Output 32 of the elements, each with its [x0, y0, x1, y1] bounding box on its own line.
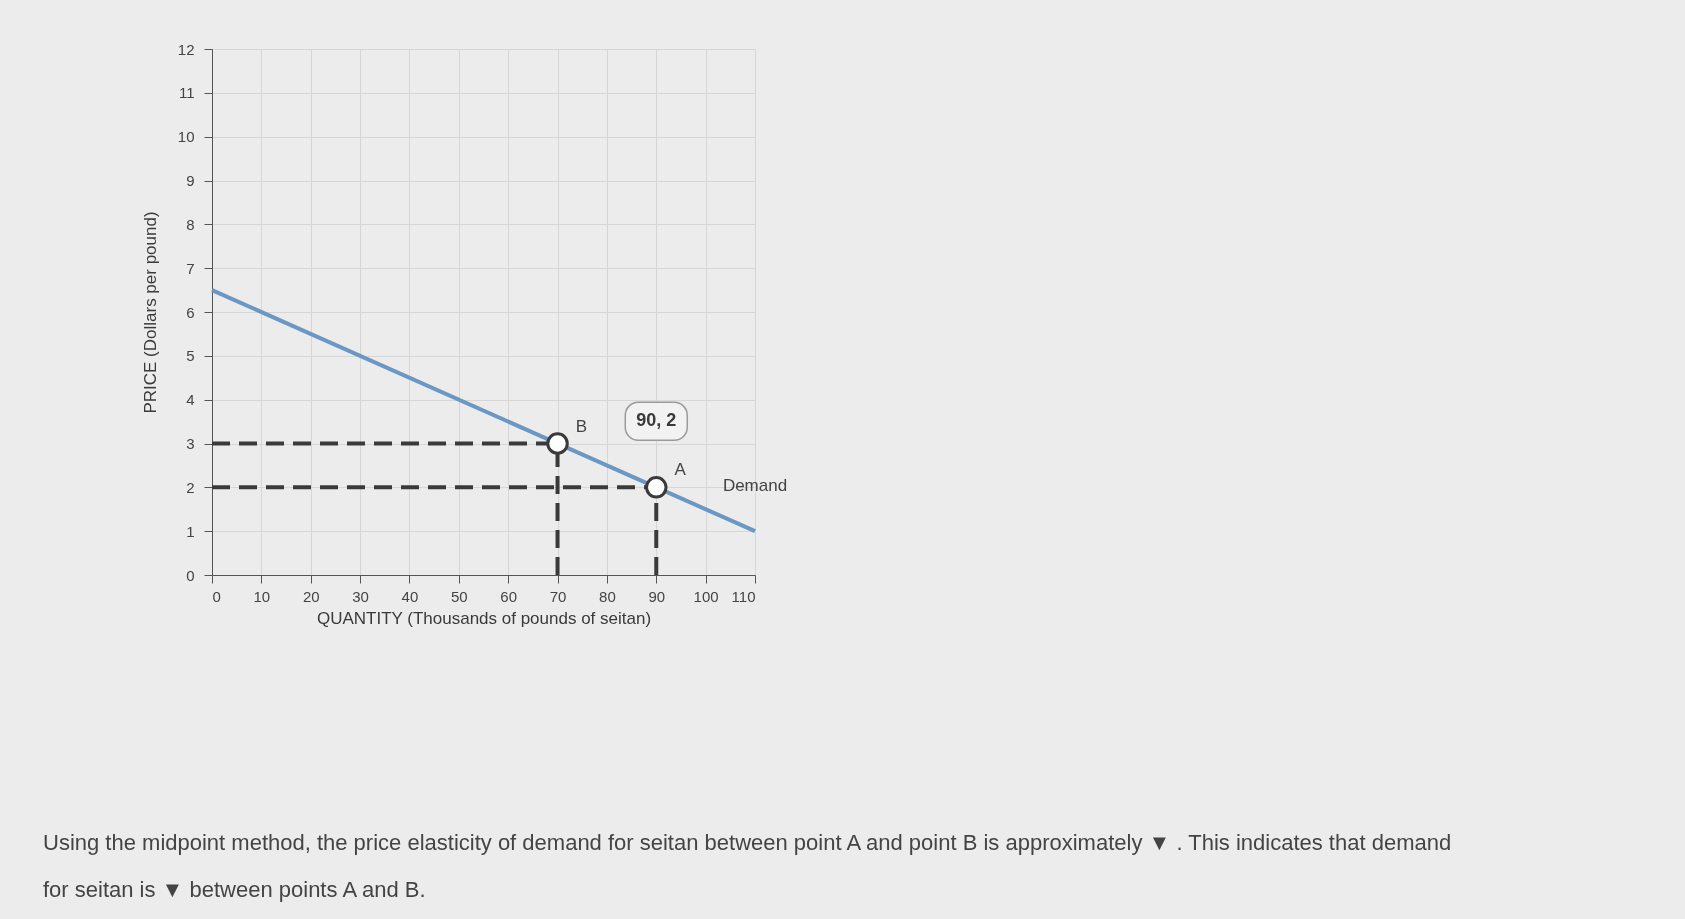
x-tick-label: 60 — [500, 587, 518, 605]
y-tick-label: 5 — [186, 347, 195, 365]
y-tick-label: 0 — [186, 566, 195, 584]
annotation: B — [575, 416, 588, 436]
y-tick-label: 10 — [177, 128, 195, 146]
y-tick-label: 8 — [186, 215, 195, 233]
y-tick-label: 3 — [186, 435, 195, 452]
x-tick-label: 80 — [599, 587, 616, 605]
x-tick-label: 90 — [648, 587, 666, 605]
x-tick-label: 20 — [302, 587, 320, 605]
x-tick-label: 100 — [693, 587, 719, 605]
x-tick-label: 50 — [450, 587, 468, 605]
y-tick-label: 2 — [186, 478, 195, 496]
y-tick-label: 1 — [186, 522, 195, 540]
data-label: 90, 2 — [636, 410, 677, 431]
x-tick-label: 30 — [352, 587, 369, 605]
y-tick-label: 6 — [186, 303, 195, 321]
x-tick-label: 10 — [253, 587, 271, 605]
y-tick-label: 7 — [186, 259, 195, 277]
y-tick-label: 4 — [186, 391, 195, 409]
y-tick-label: 9 — [186, 172, 195, 189]
x-tick-label: 70 — [549, 587, 567, 605]
x-axis-title: QUANTITY (Thousands of pounds of seitan) — [316, 608, 652, 628]
y-axis-title: PRICE (Dollars per pound) — [140, 211, 160, 414]
y-tick-label: 12 — [177, 40, 195, 58]
x-tick-label: 40 — [401, 587, 419, 605]
x-tick-label: 0 — [212, 587, 221, 605]
text: Using the midpoint method, the price elasticity of demand for seitan between point A and point B is approximately ▼ . This indicates that demand for seitan is ▼ between points A and B. — [43, 830, 1452, 902]
x-tick-label: 110 — [731, 587, 756, 605]
y-tick-label: 11 — [178, 84, 195, 102]
series-label: Demand — [722, 476, 788, 496]
annotation: A — [674, 460, 687, 480]
